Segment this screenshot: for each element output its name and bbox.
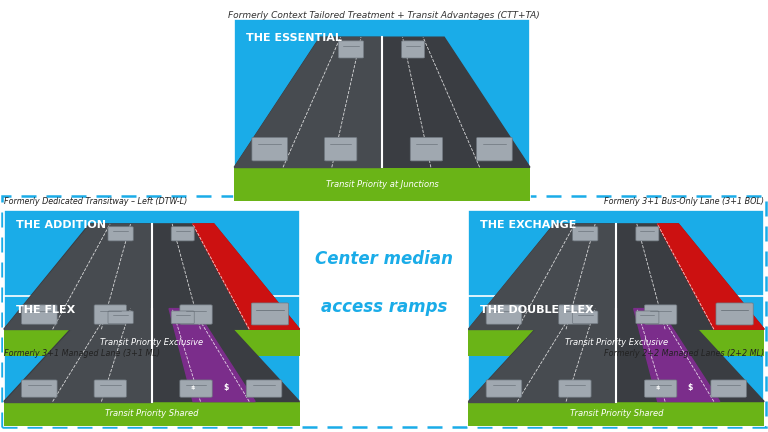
- Text: Transit Priority Shared: Transit Priority Shared: [105, 409, 198, 418]
- FancyBboxPatch shape: [180, 305, 212, 324]
- FancyBboxPatch shape: [339, 41, 364, 58]
- Text: $: $: [687, 383, 693, 392]
- FancyBboxPatch shape: [644, 305, 677, 324]
- Text: $: $: [191, 385, 195, 390]
- Polygon shape: [234, 37, 382, 167]
- FancyBboxPatch shape: [486, 380, 521, 397]
- Text: $: $: [656, 385, 660, 390]
- FancyBboxPatch shape: [573, 311, 598, 324]
- FancyBboxPatch shape: [636, 311, 659, 324]
- FancyBboxPatch shape: [94, 305, 127, 324]
- Bar: [4, 402, 300, 426]
- FancyBboxPatch shape: [251, 303, 289, 325]
- Text: THE ADDITION: THE ADDITION: [15, 220, 106, 230]
- FancyBboxPatch shape: [559, 305, 591, 324]
- FancyBboxPatch shape: [477, 137, 512, 161]
- Polygon shape: [234, 37, 530, 167]
- Text: Formerly 3+1 Bus-Only Lane (3+1 BOL): Formerly 3+1 Bus-Only Lane (3+1 BOL): [604, 197, 764, 206]
- Polygon shape: [657, 224, 764, 329]
- Text: Transit Priority Exclusive: Transit Priority Exclusive: [564, 338, 668, 347]
- FancyBboxPatch shape: [644, 380, 677, 397]
- FancyBboxPatch shape: [402, 41, 425, 58]
- FancyBboxPatch shape: [573, 227, 598, 241]
- FancyBboxPatch shape: [325, 137, 357, 161]
- FancyBboxPatch shape: [180, 380, 212, 397]
- Text: Transit Priority at Junctions: Transit Priority at Junctions: [326, 180, 439, 189]
- FancyBboxPatch shape: [22, 305, 57, 324]
- Polygon shape: [4, 308, 300, 402]
- FancyBboxPatch shape: [716, 303, 753, 325]
- Text: THE FLEX: THE FLEX: [15, 305, 75, 314]
- FancyBboxPatch shape: [171, 311, 194, 324]
- FancyBboxPatch shape: [171, 227, 194, 241]
- Text: Transit Priority Shared: Transit Priority Shared: [570, 409, 663, 418]
- Bar: [234, 19, 530, 201]
- FancyBboxPatch shape: [559, 380, 591, 397]
- Polygon shape: [169, 308, 255, 402]
- Text: THE EXCHANGE: THE EXCHANGE: [480, 220, 577, 230]
- Text: Formerly 2+2 Managed Lanes (2+2 ML): Formerly 2+2 Managed Lanes (2+2 ML): [604, 349, 764, 358]
- Bar: [234, 167, 530, 201]
- Polygon shape: [468, 224, 616, 329]
- Text: THE ESSENTIAL: THE ESSENTIAL: [246, 34, 342, 44]
- Polygon shape: [468, 308, 616, 402]
- Polygon shape: [468, 308, 764, 402]
- FancyBboxPatch shape: [252, 137, 287, 161]
- Bar: [468, 210, 764, 356]
- Text: THE DOUBLE FLEX: THE DOUBLE FLEX: [480, 305, 594, 314]
- Bar: [4, 329, 300, 356]
- FancyBboxPatch shape: [247, 380, 282, 397]
- Text: Formerly 3+1 Managed Lane (3+1 ML): Formerly 3+1 Managed Lane (3+1 ML): [4, 349, 160, 358]
- Bar: [468, 329, 764, 356]
- Bar: [468, 402, 764, 426]
- Bar: [468, 296, 764, 426]
- Bar: [4, 210, 300, 356]
- Polygon shape: [4, 308, 152, 402]
- Text: Formerly Dedicated Transitway – Left (DTW-L): Formerly Dedicated Transitway – Left (DT…: [4, 197, 187, 206]
- Text: Center median: Center median: [315, 250, 453, 268]
- Polygon shape: [193, 224, 300, 329]
- Polygon shape: [4, 224, 152, 329]
- Polygon shape: [4, 224, 300, 329]
- Polygon shape: [634, 308, 720, 402]
- FancyBboxPatch shape: [711, 380, 746, 397]
- FancyBboxPatch shape: [94, 380, 127, 397]
- FancyBboxPatch shape: [22, 380, 57, 397]
- Text: Transit Priority Exclusive: Transit Priority Exclusive: [100, 338, 204, 347]
- Polygon shape: [468, 224, 764, 329]
- Bar: [2, 196, 766, 427]
- Text: $: $: [223, 383, 228, 392]
- Text: Formerly Context Tailored Treatment + Transit Advantages (CTT+TA): Formerly Context Tailored Treatment + Tr…: [228, 11, 540, 20]
- FancyBboxPatch shape: [108, 227, 134, 241]
- FancyBboxPatch shape: [410, 137, 442, 161]
- FancyBboxPatch shape: [636, 227, 659, 241]
- Text: access ramps: access ramps: [321, 298, 447, 316]
- FancyBboxPatch shape: [108, 311, 134, 324]
- FancyBboxPatch shape: [486, 305, 521, 324]
- Bar: [4, 296, 300, 426]
